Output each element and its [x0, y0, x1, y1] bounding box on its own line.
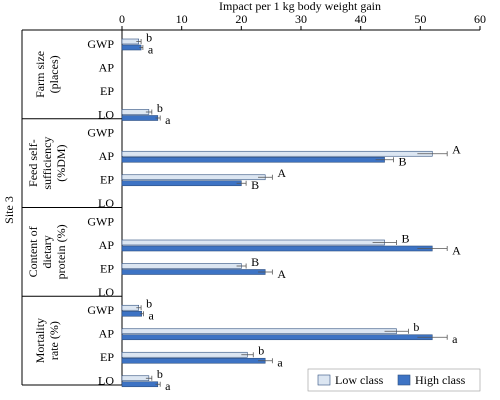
- significance-letter: A: [452, 243, 461, 257]
- significance-letter: A: [452, 143, 461, 157]
- bar: [121, 180, 242, 187]
- significance-letter: b: [157, 101, 163, 115]
- category-label: EP: [100, 84, 114, 98]
- category-label: AP: [99, 60, 115, 74]
- panel-label: Farm size(places): [33, 51, 61, 98]
- category-label: LO: [98, 285, 114, 299]
- bar: [121, 381, 159, 388]
- panel-label-line: rate (%): [47, 321, 61, 360]
- x-tick-label: 20: [235, 12, 247, 26]
- bar: [121, 328, 397, 335]
- legend-label: High class: [415, 373, 466, 387]
- category-label: AP: [99, 149, 115, 163]
- x-tick-label: 30: [295, 12, 307, 26]
- significance-letter: b: [157, 367, 163, 381]
- x-tick-label: 10: [176, 12, 188, 26]
- category-label: GWP: [87, 303, 114, 317]
- significance-letter: b: [413, 320, 419, 334]
- category-label: AP: [99, 327, 115, 341]
- panel-label-line: (%DM): [54, 144, 68, 181]
- bar: [121, 150, 433, 157]
- significance-letter: A: [277, 267, 286, 281]
- panel-label-line: Farm size: [33, 51, 47, 98]
- site-label: Site 3: [2, 196, 16, 224]
- panel-label: Mortalityrate (%): [33, 318, 61, 363]
- significance-letter: b: [146, 297, 152, 311]
- x-tick-label: 40: [355, 12, 367, 26]
- panel-label-line: Content of: [26, 226, 40, 277]
- bar: [121, 109, 150, 115]
- significance-letter: a: [165, 113, 171, 127]
- significance-letter: a: [452, 332, 458, 346]
- bar: [121, 245, 433, 252]
- significance-letter: B: [251, 178, 259, 192]
- category-label: LO: [98, 196, 114, 210]
- legend-box: [307, 368, 481, 392]
- bar: [121, 351, 248, 358]
- panel-label-line: dietary: [40, 235, 54, 268]
- significance-letter: a: [277, 356, 283, 370]
- bar: [121, 38, 140, 45]
- panel-label: Content ofdietaryprotein (%): [26, 224, 68, 279]
- legend-swatch: [317, 374, 331, 386]
- panel-label-line: Mortality: [33, 318, 47, 363]
- x-axis-label: Impact per 1 kg body weight gain: [219, 0, 381, 13]
- panel-label: Feed self-sufficiency(%DM): [26, 137, 68, 190]
- bar: [121, 156, 385, 163]
- bar: [121, 357, 266, 364]
- panel-label-line: (places): [47, 55, 61, 93]
- bar: [121, 269, 266, 275]
- bar: [121, 304, 140, 311]
- panel-label-line: Feed self-: [26, 139, 40, 187]
- significance-letter: a: [148, 309, 154, 323]
- panel-label-line: sufficiency: [40, 137, 54, 190]
- x-tick-label: 0: [119, 12, 125, 26]
- x-tick-label: 60: [474, 12, 486, 26]
- bar: [121, 375, 150, 382]
- significance-letter: B: [398, 155, 406, 169]
- category-label: GWP: [87, 126, 114, 140]
- x-tick-label: 50: [414, 12, 426, 26]
- category-label: EP: [100, 350, 114, 364]
- bar: [121, 310, 142, 317]
- legend-label: Low class: [335, 373, 384, 387]
- category-label: GWP: [87, 214, 114, 228]
- significance-letter: b: [258, 344, 264, 358]
- significance-letter: B: [251, 255, 259, 269]
- bar: [121, 334, 433, 341]
- significance-letter: a: [148, 42, 154, 56]
- bar: [121, 44, 142, 51]
- significance-letter: b: [146, 30, 152, 44]
- category-label: EP: [100, 173, 114, 187]
- category-label: AP: [99, 238, 115, 252]
- legend-swatch: [397, 374, 411, 386]
- bar: [121, 115, 159, 121]
- bar: [121, 239, 385, 246]
- panel-label-line: protein (%): [54, 224, 68, 279]
- significance-letter: a: [165, 379, 171, 393]
- category-label: EP: [100, 261, 114, 275]
- significance-letter: A: [277, 166, 286, 180]
- category-label: LO: [98, 107, 114, 121]
- bar: [121, 263, 242, 269]
- significance-letter: B: [401, 231, 409, 245]
- category-label: LO: [98, 374, 114, 388]
- category-label: GWP: [87, 37, 114, 51]
- bar: [121, 174, 266, 181]
